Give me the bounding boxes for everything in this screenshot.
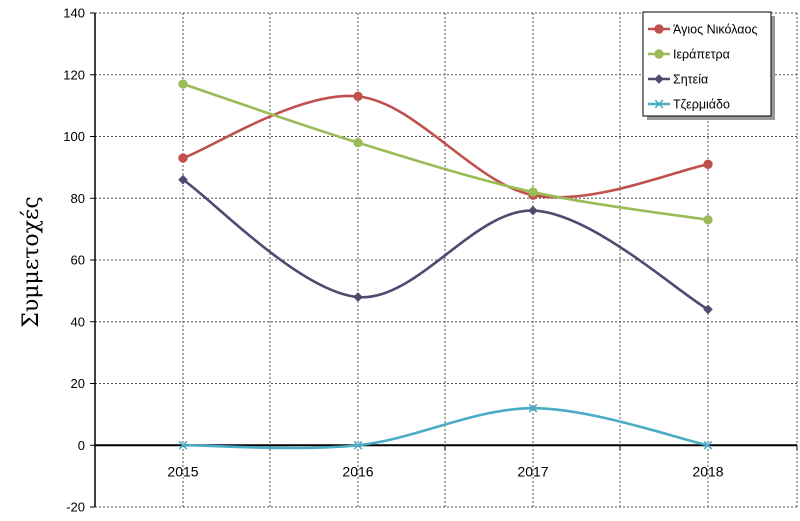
series-4-point <box>353 440 363 450</box>
y-tick-label: 0 <box>78 438 85 453</box>
series-line <box>182 178 709 311</box>
series-3-point <box>528 205 538 216</box>
series-4-point <box>528 403 538 413</box>
x-tick-label: 2015 <box>167 463 198 479</box>
series-4-point <box>703 440 713 450</box>
series-4-point <box>178 440 188 450</box>
y-axis-label: Συμμετοχές <box>19 196 44 327</box>
legend-label: Τζερμιάδο <box>673 98 730 112</box>
series-3-point <box>703 304 713 315</box>
legend-point <box>654 74 664 84</box>
x-tick-label: 2016 <box>342 463 373 479</box>
series-3 <box>178 174 713 315</box>
legend: Άγιος Νικόλαος Ιεράπετρα Σητεία Τζερμιάδο <box>642 11 775 120</box>
x-tick-labels: 2015 2016 2017 2018 <box>167 463 723 479</box>
legend-label: Άγιος Νικόλαος <box>673 23 757 37</box>
y-tick-label: 100 <box>63 129 85 144</box>
series-lines <box>178 79 713 450</box>
series-3-point <box>353 292 363 302</box>
y-tick-label: 140 <box>63 6 85 21</box>
y-tick-label: 60 <box>71 253 85 268</box>
series-2-point <box>703 215 713 225</box>
y-tick-label: 120 <box>63 67 85 82</box>
series-2 <box>178 79 713 225</box>
legend-item: Ιεράπετρα <box>648 48 730 62</box>
series-line <box>182 82 709 222</box>
y-tick-label: 80 <box>71 191 85 206</box>
legend-label: Ιεράπετρα <box>673 48 730 62</box>
series-2-point <box>528 187 538 197</box>
legend-point <box>654 49 664 59</box>
series-2-point <box>178 79 188 89</box>
series-3-point <box>178 174 188 185</box>
legend-label: Σητεία <box>673 73 708 87</box>
legend-point <box>654 99 664 109</box>
series-1 <box>178 91 713 200</box>
y-tick-label: -20 <box>66 500 85 515</box>
series-1-point <box>353 91 363 102</box>
legend-item: Άγιος Νικόλαος <box>648 23 757 37</box>
x-tick-label: 2017 <box>517 463 548 479</box>
series-2-point <box>353 137 363 148</box>
x-tick-label: 2018 <box>692 463 723 479</box>
legend-item: Τζερμιάδο <box>648 98 730 112</box>
legend-item: Σητεία <box>648 73 708 87</box>
y-tick-label: 40 <box>71 314 85 329</box>
series-1-point <box>178 153 188 163</box>
series-line <box>182 94 709 199</box>
y-tick-labels: 140 120 100 80 60 40 20 0 -20 <box>63 6 85 515</box>
series-4 <box>178 403 713 450</box>
legend-point <box>654 24 664 34</box>
y-tick-label: 20 <box>71 376 85 391</box>
series-line <box>182 406 709 450</box>
series-1-point <box>703 159 713 169</box>
